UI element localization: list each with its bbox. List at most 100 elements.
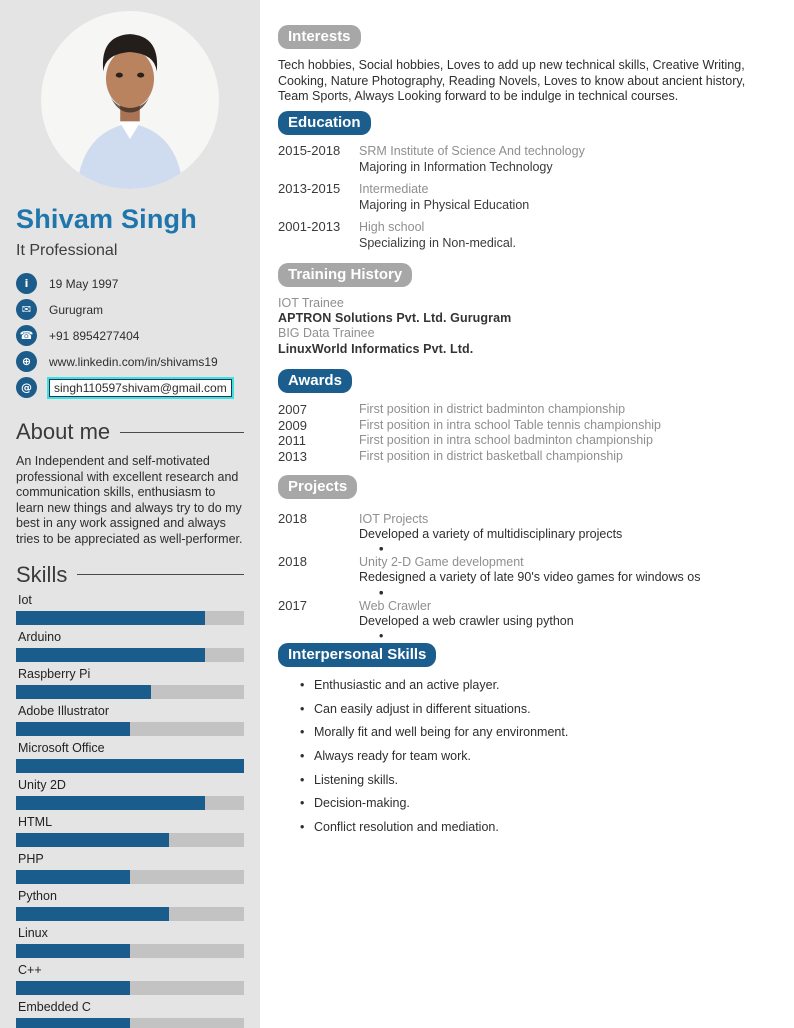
contact-icon-glyph: i	[24, 277, 29, 290]
project-row: 2018 IOT Projects Developed a variety of…	[278, 510, 770, 558]
skill-progress-track	[16, 647, 244, 662]
project-year: 2017	[278, 597, 307, 613]
awards-list: 2007 First position in district badminto…	[278, 402, 770, 465]
skill-label: Python	[18, 888, 57, 903]
skill-item: Unity 2D	[16, 778, 244, 810]
contact-row: @ singh110597shivam@gmail.com	[16, 377, 244, 398]
skill-progress-track	[16, 721, 244, 736]
skill-label: Adobe Illustrator	[18, 703, 110, 718]
skill-label: Embedded C	[18, 999, 91, 1014]
contact-icon-glyph: @	[21, 381, 32, 394]
education-row: 2013-2015 Intermediate Majoring in Physi…	[278, 181, 770, 213]
interpersonal-skill-bullet: Can easily adjust in different situation…	[300, 702, 770, 718]
section-badge-interpersonal-skills: Interpersonal Skills	[278, 643, 437, 668]
skill-item: Python	[16, 889, 244, 921]
contact-text: +91 8954277404	[49, 328, 140, 343]
main-column: Interests Tech hobbies, Social hobbies, …	[278, 0, 770, 843]
skill-progress-fill	[16, 647, 206, 662]
section-badge-education: Education	[278, 110, 371, 135]
skill-progress-track	[16, 795, 244, 810]
skill-label: HTML	[18, 814, 53, 829]
skill-progress-track	[16, 684, 244, 699]
interpersonal-skill-bullet: Conflict resolution and mediation.	[300, 820, 770, 836]
contact-text: 19 May 1997	[49, 276, 119, 291]
contact-list: i 19 May 1997 ✉ Gurugram ☎ +91 895427740…	[16, 273, 244, 398]
skill-progress-fill	[16, 721, 130, 736]
interests-text: Tech hobbies, Social hobbies, Loves to a…	[278, 58, 746, 104]
skill-progress-fill	[16, 610, 206, 625]
skill-label: Linux	[18, 925, 48, 940]
contact-row: ☎ +91 8954277404	[16, 325, 244, 346]
website-icon: ⊕	[16, 351, 37, 372]
skill-item: Linux	[16, 926, 244, 958]
profile-photo	[41, 11, 219, 189]
contact-icon-glyph: ⊕	[21, 355, 32, 368]
project-year: 2018	[278, 510, 307, 526]
award-text: First position in district badminton cha…	[359, 401, 626, 416]
project-name: Unity 2-D Game development	[359, 555, 524, 570]
skill-progress-fill	[16, 758, 244, 773]
training-role: BIG Data Trainee	[278, 326, 375, 341]
skill-progress-track	[16, 1017, 244, 1028]
interpersonal-skills-list: Enthusiastic and an active player. Can e…	[278, 678, 770, 835]
education-detail: Majoring in Physical Education	[359, 197, 530, 212]
training-list: IOT Trainee APTRON Solutions Pvt. Ltd. G…	[278, 296, 770, 357]
skill-label: C++	[18, 962, 42, 977]
project-summary: Developed a web crawler using python	[359, 613, 574, 628]
skill-progress-fill	[16, 869, 130, 884]
mail-icon: ✉	[16, 299, 37, 320]
skill-item: Raspberry Pi	[16, 667, 244, 699]
project-summary: Developed a variety of multidisciplinary…	[359, 526, 623, 541]
award-row: 2011 First position in intra school badm…	[278, 433, 770, 449]
skill-progress-track	[16, 832, 244, 847]
education-row: 2015-2018 SRM Institute of Science And t…	[278, 143, 770, 175]
interpersonal-skill-bullet: Decision-making.	[300, 796, 770, 812]
skill-label: PHP	[18, 851, 44, 866]
phone-icon: ☎	[16, 325, 37, 346]
project-year: 2018	[278, 554, 307, 570]
skills-list: Iot Arduino Raspberry Pi	[16, 593, 244, 1028]
skill-item: C++	[16, 963, 244, 995]
education-years: 2015-2018	[278, 142, 341, 158]
interpersonal-skill-bullet: Listening skills.	[300, 773, 770, 789]
at-icon: @	[16, 377, 37, 398]
award-row: 2007 First position in district badminto…	[278, 402, 770, 418]
training-organization: APTRON Solutions Pvt. Ltd. Gurugram	[278, 311, 512, 326]
contact-text: Gurugram	[49, 302, 104, 317]
skill-progress-track	[16, 869, 244, 884]
project-name: IOT Projects	[359, 511, 429, 526]
education-row: 2001-2013 High school Specializing in No…	[278, 219, 770, 251]
contact-text[interactable]: www.linkedin.com/in/shivams19	[49, 354, 218, 369]
award-text: First position in intra school Table ten…	[359, 417, 662, 432]
interpersonal-skill-bullet: Morally fit and well being for any envir…	[300, 725, 770, 741]
section-badge-awards: Awards	[278, 368, 352, 393]
project-name: Web Crawler	[359, 598, 432, 613]
project-row: 2017 Web Crawler Developed a web crawler…	[278, 597, 770, 645]
contact-row: ✉ Gurugram	[16, 299, 244, 320]
education-detail: Specializing in Non-medical.	[359, 235, 517, 250]
skill-label: Microsoft Office	[18, 740, 105, 755]
contact-text[interactable]: singh110597shivam@gmail.com	[49, 378, 232, 397]
skill-progress-fill	[16, 943, 130, 958]
education-institution: Intermediate	[359, 181, 429, 196]
training-organization: LinuxWorld Informatics Pvt. Ltd.	[278, 341, 474, 356]
award-text: First position in district basketball ch…	[359, 449, 624, 464]
section-badge-projects: Projects	[278, 474, 358, 499]
profile-photo-illustration	[41, 11, 219, 189]
skill-item: HTML	[16, 815, 244, 847]
skill-progress-track	[16, 906, 244, 921]
training-role: IOT Trainee	[278, 295, 344, 310]
education-institution: SRM Institute of Science And technology	[359, 143, 585, 158]
skill-progress-track	[16, 610, 244, 625]
skill-progress-fill	[16, 832, 169, 847]
contact-icon-glyph: ☎	[19, 329, 34, 342]
contact-icon-glyph: ✉	[21, 303, 32, 316]
skill-item: Microsoft Office	[16, 741, 244, 773]
skill-item: Adobe Illustrator	[16, 704, 244, 736]
skill-label: Raspberry Pi	[18, 666, 91, 681]
education-years: 2013-2015	[278, 180, 341, 196]
skill-progress-track	[16, 943, 244, 958]
skill-progress-track	[16, 758, 244, 773]
education-years: 2001-2013	[278, 218, 341, 234]
